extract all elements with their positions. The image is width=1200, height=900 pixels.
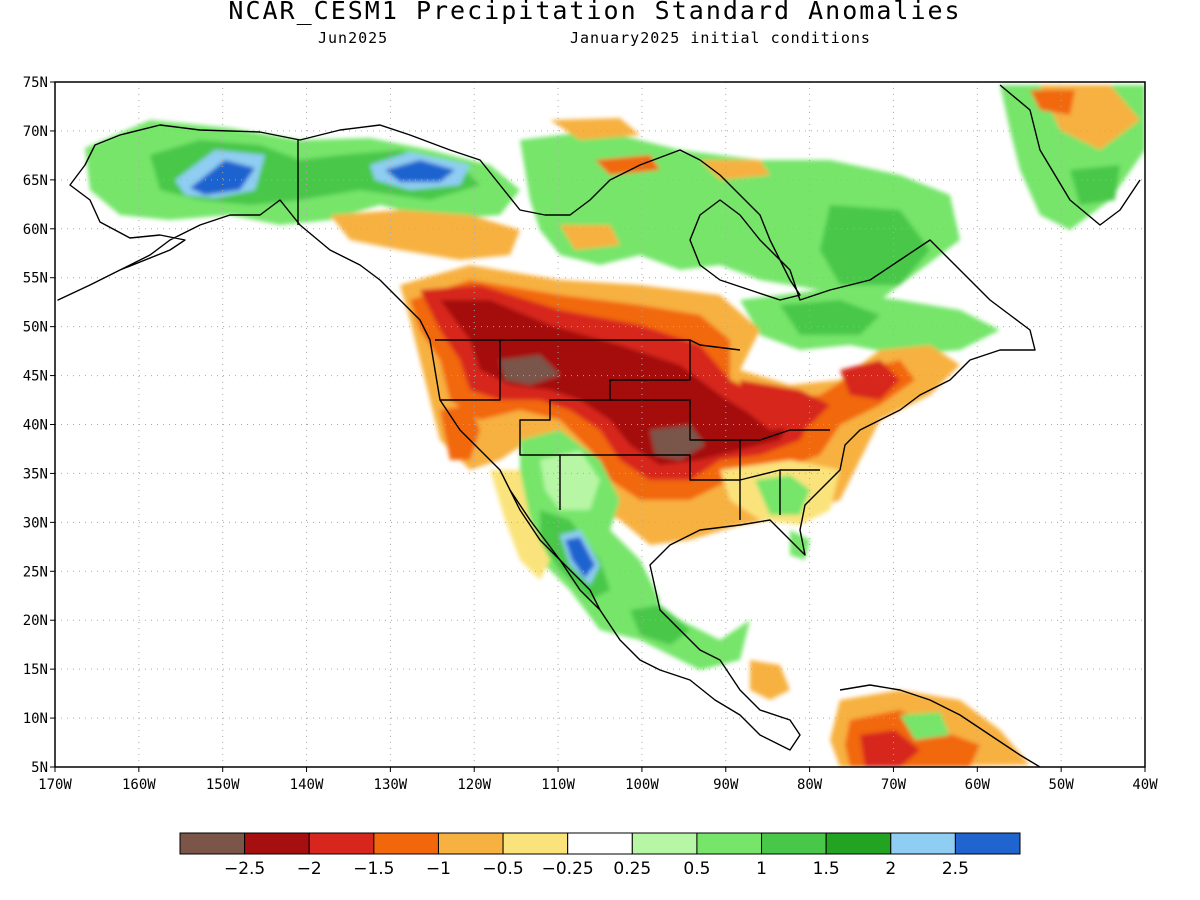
lon-tick-label: 40W	[1132, 777, 1158, 793]
lat-tick-label: 30N	[23, 515, 48, 531]
colorbar-swatch	[373, 832, 439, 855]
colorbar-label: 2.5	[942, 859, 969, 879]
lat-tick-label: 65N	[23, 173, 48, 189]
colorbar-label: 0.5	[683, 859, 710, 879]
lat-tick-label: 35N	[23, 466, 48, 482]
colorbar-label: −0.5	[482, 859, 523, 879]
coastlines	[57, 84, 1141, 767]
lat-tick-label: 20N	[23, 613, 48, 629]
colorbar-swatch	[179, 832, 246, 855]
colorbar-label: 1	[756, 859, 767, 879]
colorbar-swatch	[631, 832, 698, 855]
latitude-axis: 5N 10N 15N 20N 25N 30N 35N 40N 45N 50N 55N 60N 65N 70…	[23, 75, 55, 776]
lat-tick-label: 25N	[23, 564, 48, 580]
lon-tick-label: 170W	[38, 777, 72, 793]
lat-tick-label: 70N	[23, 124, 48, 140]
lon-tick-label: 120W	[457, 777, 491, 793]
colorbar-swatch	[890, 832, 956, 855]
lon-tick-label: 60W	[965, 777, 991, 793]
lat-tick-label: 40N	[23, 418, 48, 434]
lat-tick-label: 5N	[31, 760, 48, 776]
lon-tick-label: 130W	[374, 777, 408, 793]
colorbar-swatch	[567, 832, 633, 855]
colorbar-swatch	[437, 832, 504, 855]
anomaly-field	[55, 82, 1145, 767]
map-title: NCAR_CESM1 Precipitation Standard Anomal…	[228, 0, 962, 25]
colorbar-label: −1	[426, 859, 451, 879]
colorbar-swatch	[308, 832, 375, 855]
lat-tick-label: 75N	[23, 75, 48, 91]
lon-tick-label: 50W	[1049, 777, 1075, 793]
colorbar-swatch	[502, 832, 569, 855]
lat-tick-label: 15N	[23, 662, 48, 678]
colorbar-swatch	[244, 832, 310, 855]
lon-tick-label: 140W	[290, 777, 324, 793]
colorbar-swatch	[954, 832, 1021, 855]
colorbar-label: 0.25	[613, 859, 651, 879]
lon-tick-label: 110W	[541, 777, 575, 793]
colorbar-swatch	[825, 832, 892, 855]
colorbar-swatch	[761, 832, 827, 855]
lat-tick-label: 60N	[23, 222, 48, 238]
lon-tick-label: 70W	[881, 777, 907, 793]
lon-tick-label: 160W	[122, 777, 156, 793]
init-conditions-label: January2025 initial conditions	[570, 29, 871, 47]
longitude-axis: 170W 160W 150W 140W 130W 120W 110W 100W 90W 80W 70…	[38, 767, 1158, 793]
lon-tick-label: 100W	[625, 777, 659, 793]
lon-tick-label: 150W	[206, 777, 240, 793]
lat-tick-label: 10N	[23, 711, 48, 727]
lon-tick-label: 90W	[713, 777, 739, 793]
lat-tick-label: 45N	[23, 369, 48, 385]
colorbar-label: −2.5	[224, 859, 265, 879]
colorbar-swatch	[696, 832, 763, 855]
anomaly-shading	[85, 85, 1145, 767]
colorbar: −2.5 −2 −1.5 −1 −0.5 −0.25 0.25 0.5 1 1.5 2 2.5	[179, 832, 1021, 879]
valid-month-label: Jun2025	[318, 29, 389, 47]
colorbar-label: −1.5	[353, 859, 394, 879]
colorbar-label: −2	[297, 859, 322, 879]
lat-tick-label: 55N	[23, 271, 48, 287]
lon-tick-label: 80W	[797, 777, 823, 793]
lat-tick-label: 50N	[23, 320, 48, 336]
colorbar-label: 1.5	[813, 859, 840, 879]
colorbar-label: 2	[885, 859, 896, 879]
map-grid	[55, 82, 1145, 767]
colorbar-label: −0.25	[542, 859, 594, 879]
